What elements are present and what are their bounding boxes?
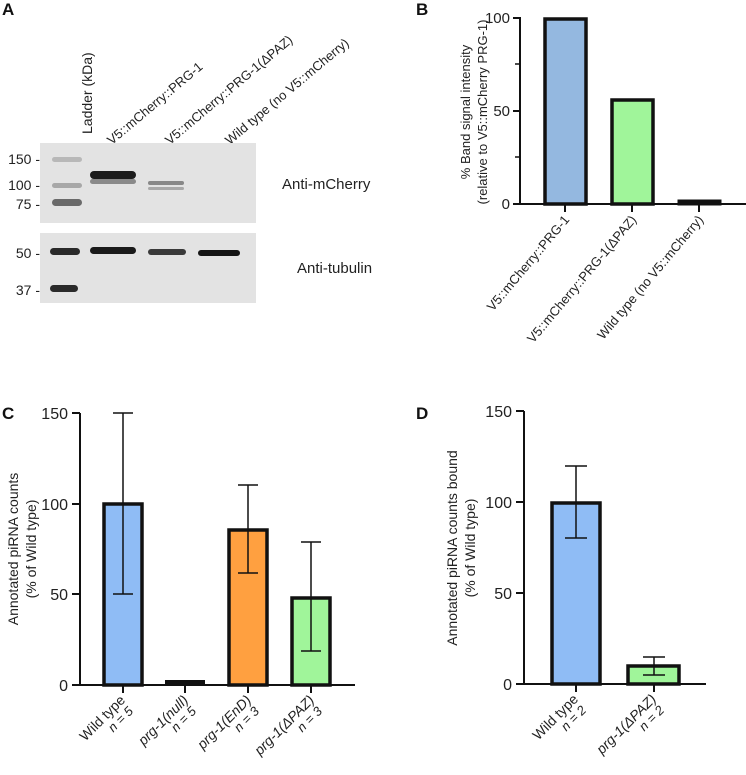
band-prg1-dpaz-lower	[148, 187, 184, 190]
panel-c-letter: C	[2, 404, 15, 423]
c-ylabel-2: (% of Wild type)	[23, 500, 39, 599]
bar-c-prg1-null	[165, 680, 205, 686]
ladder-band-37	[50, 285, 78, 292]
chart-b: 100 50 0 % Band signal intensity (relati…	[458, 10, 746, 346]
chart-d: 150 100 50 0 Annotated piRNA counts boun…	[444, 404, 706, 758]
tubulin-band-prg1-dpaz	[148, 249, 186, 255]
antibody-label-mcherry: Anti-mCherry	[282, 176, 371, 193]
marker-150: 150 -	[8, 151, 40, 167]
svg-text:150: 150	[41, 406, 68, 423]
d-ylabel-2: (% of Wild type)	[462, 499, 478, 598]
c-ylabel-1: Annotated piRNA counts	[5, 473, 21, 626]
svg-text:0: 0	[503, 677, 512, 694]
panel-d-letter: D	[416, 404, 429, 423]
svg-text:100: 100	[485, 10, 510, 27]
band-prg1-dpaz	[148, 181, 184, 185]
ladder-band-75	[52, 199, 82, 206]
svg-text:0: 0	[59, 678, 68, 695]
bar-b-prg1-dpaz	[610, 98, 655, 206]
svg-text:0: 0	[502, 196, 510, 213]
svg-text:100: 100	[485, 495, 512, 512]
b-xlabel-1: V5::mCherry::PRG-1(ΔPAZ)	[524, 212, 639, 345]
antibody-label-tubulin: Anti-tubulin	[297, 260, 373, 277]
d-ylabel-1: Annotated piRNA counts bound	[444, 450, 460, 645]
band-prg1	[90, 171, 136, 179]
b-ylabel-2: (relative to V5::mCherry PRG-1)	[475, 20, 490, 205]
ladder-band-100	[52, 183, 82, 188]
panel-b-letter: B	[416, 0, 429, 19]
svg-text:50: 50	[493, 103, 510, 120]
marker-75: 75 -	[15, 196, 40, 212]
svg-text:150: 150	[485, 404, 512, 421]
tubulin-band-wild-type	[198, 250, 240, 256]
svg-text:50: 50	[494, 586, 512, 603]
chart-c: 150 100 50 0 Annotated piRNA counts (% o…	[5, 406, 355, 759]
bar-b-wild-type	[677, 199, 722, 206]
ladder-band-50	[50, 248, 80, 255]
svg-text:100: 100	[41, 497, 68, 514]
western-blot-anti-mcherry	[40, 143, 256, 223]
tubulin-band-prg1	[90, 247, 136, 254]
panel-a-letter: A	[2, 0, 15, 19]
marker-100: 100 -	[8, 177, 40, 193]
band-prg1-lower	[90, 179, 136, 184]
b-ylabel-1: % Band signal intensity	[458, 44, 473, 179]
marker-50: 50 -	[15, 245, 40, 261]
ladder-band-150	[52, 157, 82, 162]
western-blot-anti-tubulin	[40, 233, 256, 303]
bar-b-prg1	[543, 17, 588, 206]
svg-text:50: 50	[50, 587, 68, 604]
marker-37: 37 -	[15, 282, 40, 298]
